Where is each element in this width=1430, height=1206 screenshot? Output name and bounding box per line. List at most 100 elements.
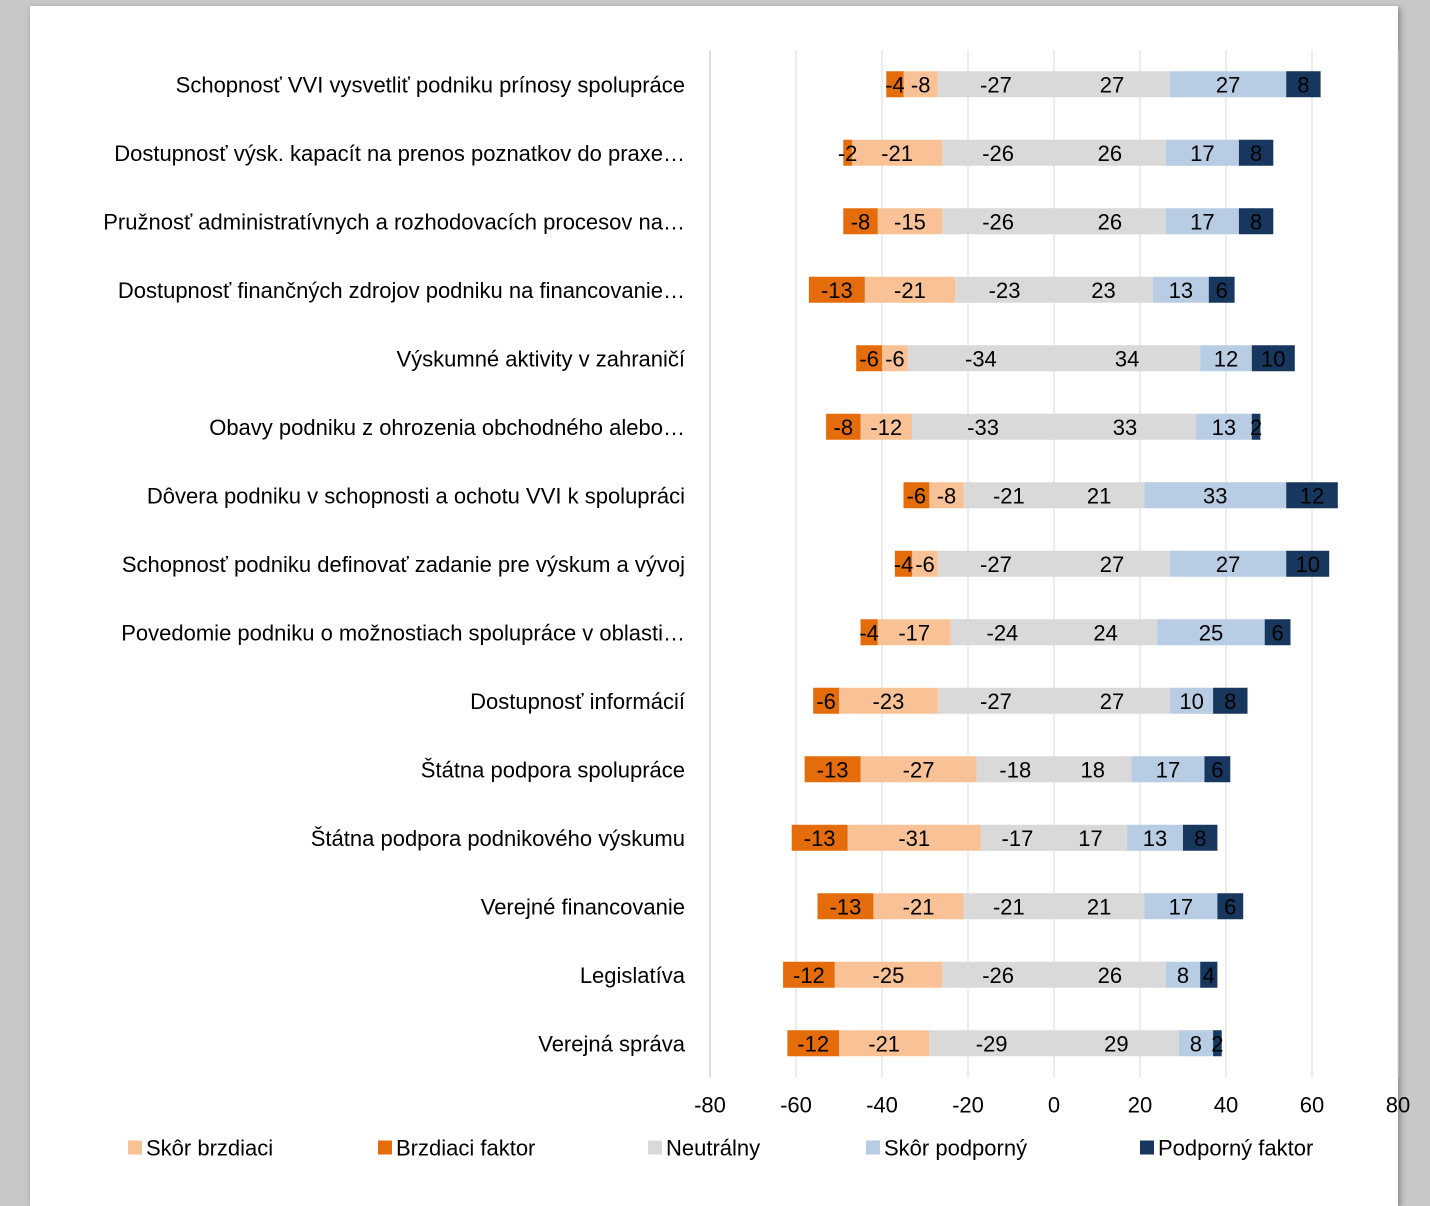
bar-segment: [1054, 139, 1166, 166]
data-label: -17: [898, 620, 930, 645]
bar-segment: [1213, 687, 1248, 714]
bar-segment: [856, 345, 882, 372]
x-tick-label: 0: [1048, 1093, 1060, 1118]
bar-segment: [929, 1030, 1054, 1057]
bar-segment: [1054, 893, 1145, 920]
data-label: -29: [976, 1031, 1008, 1056]
bar-segment: [1178, 1030, 1214, 1057]
bar-segment: [1054, 345, 1201, 372]
bar-segment: [851, 139, 943, 166]
bar-segment: [1217, 893, 1244, 920]
bar-segment: [937, 550, 1054, 577]
bar-segment: [976, 756, 1054, 783]
data-label: -21: [868, 1031, 900, 1056]
data-label: -8: [937, 483, 957, 508]
bar-segment: [1054, 482, 1145, 509]
data-label: -26: [982, 963, 1014, 988]
bar-segment: [1204, 756, 1231, 783]
bar-segment: [937, 71, 1054, 98]
data-label: -4: [894, 552, 914, 577]
data-label: -13: [821, 278, 853, 303]
category-label: Legislatíva: [580, 963, 686, 988]
data-label: 10: [1261, 346, 1285, 371]
data-label: 27: [1216, 72, 1240, 97]
bar-segment: [1286, 71, 1321, 98]
x-tick-label: 80: [1386, 1093, 1410, 1118]
category-label: Výskumné aktivity v zahraničí: [396, 346, 685, 371]
data-label: -26: [982, 141, 1014, 166]
legend-label: Podporný faktor: [1158, 1136, 1313, 1161]
bar-segment: [907, 345, 1054, 372]
data-label: -24: [987, 620, 1019, 645]
bar-segment: [860, 619, 878, 646]
legend-swatch: [866, 1140, 880, 1155]
data-label: -21: [881, 141, 913, 166]
legend-label: Neutrálny: [666, 1136, 760, 1161]
bar-segment: [1157, 619, 1265, 646]
bar-segment: [1152, 276, 1209, 303]
data-label: -33: [967, 415, 999, 440]
data-label: -26: [982, 209, 1014, 234]
data-label: -18: [999, 757, 1031, 782]
bar-segment: [1238, 139, 1274, 166]
data-label: -17: [1002, 826, 1034, 851]
bar-segment: [1131, 756, 1205, 783]
data-label: 8: [1224, 689, 1236, 714]
data-label: -6: [816, 689, 836, 714]
data-label: -4: [859, 620, 879, 645]
bar-segment: [839, 1030, 930, 1057]
bar-segment: [882, 345, 908, 372]
bar-segment: [980, 824, 1054, 851]
bar-segment: [860, 756, 977, 783]
data-label: 8: [1250, 141, 1262, 166]
data-label: -27: [980, 72, 1012, 97]
data-label: 4: [1203, 963, 1215, 988]
bar-segment: [903, 482, 930, 509]
bar-segment: [942, 139, 1054, 166]
bar-segment: [942, 961, 1054, 988]
data-label: -23: [989, 278, 1021, 303]
data-label: -6: [859, 346, 879, 371]
bar-segment: [950, 619, 1054, 646]
bar-segment: [1251, 345, 1295, 372]
bar-segment: [942, 208, 1054, 235]
category-label: Verejné financovanie: [481, 894, 685, 919]
bar-segment: [1170, 687, 1214, 714]
x-tick-label: 40: [1214, 1093, 1238, 1118]
data-label: 33: [1203, 483, 1227, 508]
data-label: 27: [1100, 689, 1124, 714]
legend-label: Skôr podporný: [884, 1136, 1027, 1161]
data-label: -15: [894, 209, 926, 234]
category-label: Štátna podpora spolupráce: [421, 757, 685, 782]
bar-segment: [1286, 550, 1330, 577]
data-label: -21: [993, 483, 1025, 508]
category-label: Schopnosť VVI vysvetliť podniku prínosy …: [176, 72, 685, 97]
data-label: 2: [1250, 415, 1262, 440]
data-label: -21: [993, 894, 1025, 919]
legend-swatch: [648, 1140, 662, 1155]
x-tick-label: -40: [866, 1093, 898, 1118]
data-label: -8: [911, 72, 931, 97]
bar-segment: [1144, 482, 1287, 509]
legend-swatch: [128, 1140, 142, 1155]
bar-segment: [1238, 208, 1274, 235]
data-label: 17: [1190, 141, 1214, 166]
data-label: 8: [1177, 963, 1189, 988]
bar-segment: [1170, 550, 1287, 577]
data-label: 34: [1115, 346, 1139, 371]
bar-segment: [894, 550, 913, 577]
data-label: 29: [1104, 1031, 1128, 1056]
data-label: -12: [797, 1031, 829, 1056]
bar-segment: [1054, 413, 1196, 440]
data-label: -21: [894, 278, 926, 303]
chart-paper: [30, 6, 1398, 1206]
data-label: -4: [885, 72, 905, 97]
data-label: -12: [793, 963, 825, 988]
data-label: 17: [1078, 826, 1102, 851]
data-label: 10: [1295, 552, 1319, 577]
bar-segment: [929, 482, 964, 509]
bar-segment: [813, 687, 839, 714]
x-tick-label: 60: [1300, 1093, 1324, 1118]
